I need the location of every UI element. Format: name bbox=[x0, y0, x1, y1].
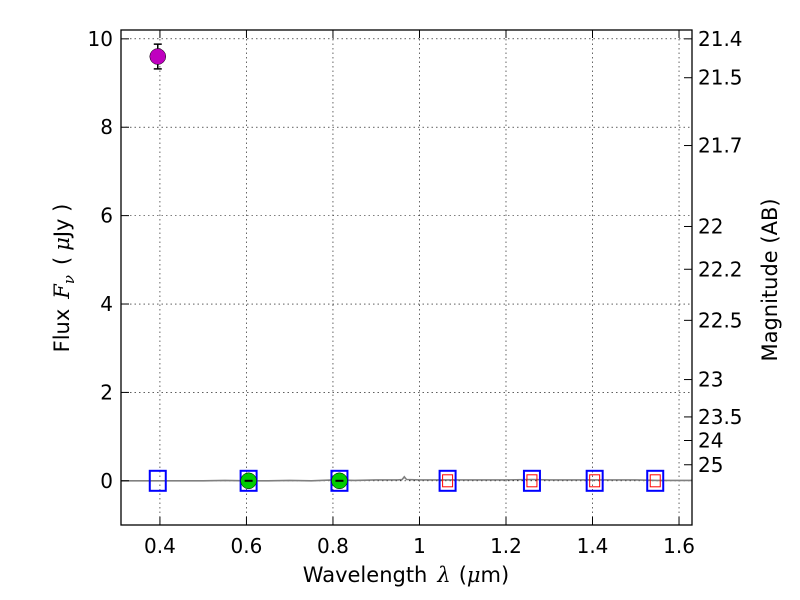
upper-limit-square bbox=[442, 474, 454, 488]
y-tick-label: 0 bbox=[100, 469, 113, 493]
series-model-spectrum bbox=[121, 475, 692, 482]
series-detections-green bbox=[240, 472, 348, 490]
x-axis-label: Wavelength λ (μm) bbox=[303, 563, 509, 587]
series-detection-magenta bbox=[149, 43, 167, 70]
data-series bbox=[121, 43, 692, 492]
y-tick-label: 2 bbox=[100, 380, 113, 404]
upper-limit-square bbox=[526, 474, 538, 488]
y-tick-label: 10 bbox=[88, 27, 113, 51]
plot-frame bbox=[120, 29, 693, 526]
x-tick-label: 1.6 bbox=[663, 534, 695, 558]
model-photometry-square bbox=[438, 469, 457, 492]
x-tick-label: 0.6 bbox=[231, 534, 263, 558]
model-photometry-square bbox=[522, 469, 541, 492]
y2-tick-label: 22.5 bbox=[698, 308, 743, 332]
upper-limit-square bbox=[649, 474, 661, 488]
model-photometry-square bbox=[148, 469, 167, 492]
y2-axis-label: Magnitude (AB) bbox=[758, 198, 782, 361]
data-point bbox=[149, 48, 167, 65]
y2-tick-label: 23.5 bbox=[698, 405, 743, 429]
y2-tick-label: 21.5 bbox=[698, 66, 743, 90]
y2-tick-label: 22.2 bbox=[698, 257, 743, 281]
grid-lines bbox=[121, 30, 692, 525]
y2-tick-label: 21.7 bbox=[698, 134, 743, 158]
y-tick-label: 4 bbox=[100, 292, 113, 316]
model-photometry-square bbox=[585, 469, 604, 492]
y2-tick-label: 22 bbox=[698, 214, 723, 238]
y2-tick-label: 24 bbox=[698, 428, 723, 452]
upper-limit-square bbox=[589, 474, 601, 488]
x-tick-label: 1.2 bbox=[490, 534, 522, 558]
spectrum-line bbox=[121, 475, 692, 482]
y2-tick-label: 21.4 bbox=[698, 27, 743, 51]
series-upper-limits bbox=[442, 474, 661, 488]
y-axis-label: FluxFν(μJy ) bbox=[50, 204, 78, 353]
y2-tick-label: 23 bbox=[698, 368, 723, 392]
y-tick-label: 6 bbox=[100, 204, 113, 228]
y2-tick-label: 25 bbox=[698, 453, 723, 477]
y-tick-label: 8 bbox=[100, 115, 113, 139]
x-tick-label: 1 bbox=[413, 534, 426, 558]
x-tick-label: 0.8 bbox=[317, 534, 349, 558]
x-tick-label: 1.4 bbox=[577, 534, 609, 558]
x-tick-label: 0.4 bbox=[144, 534, 176, 558]
model-photometry-square bbox=[646, 469, 665, 492]
